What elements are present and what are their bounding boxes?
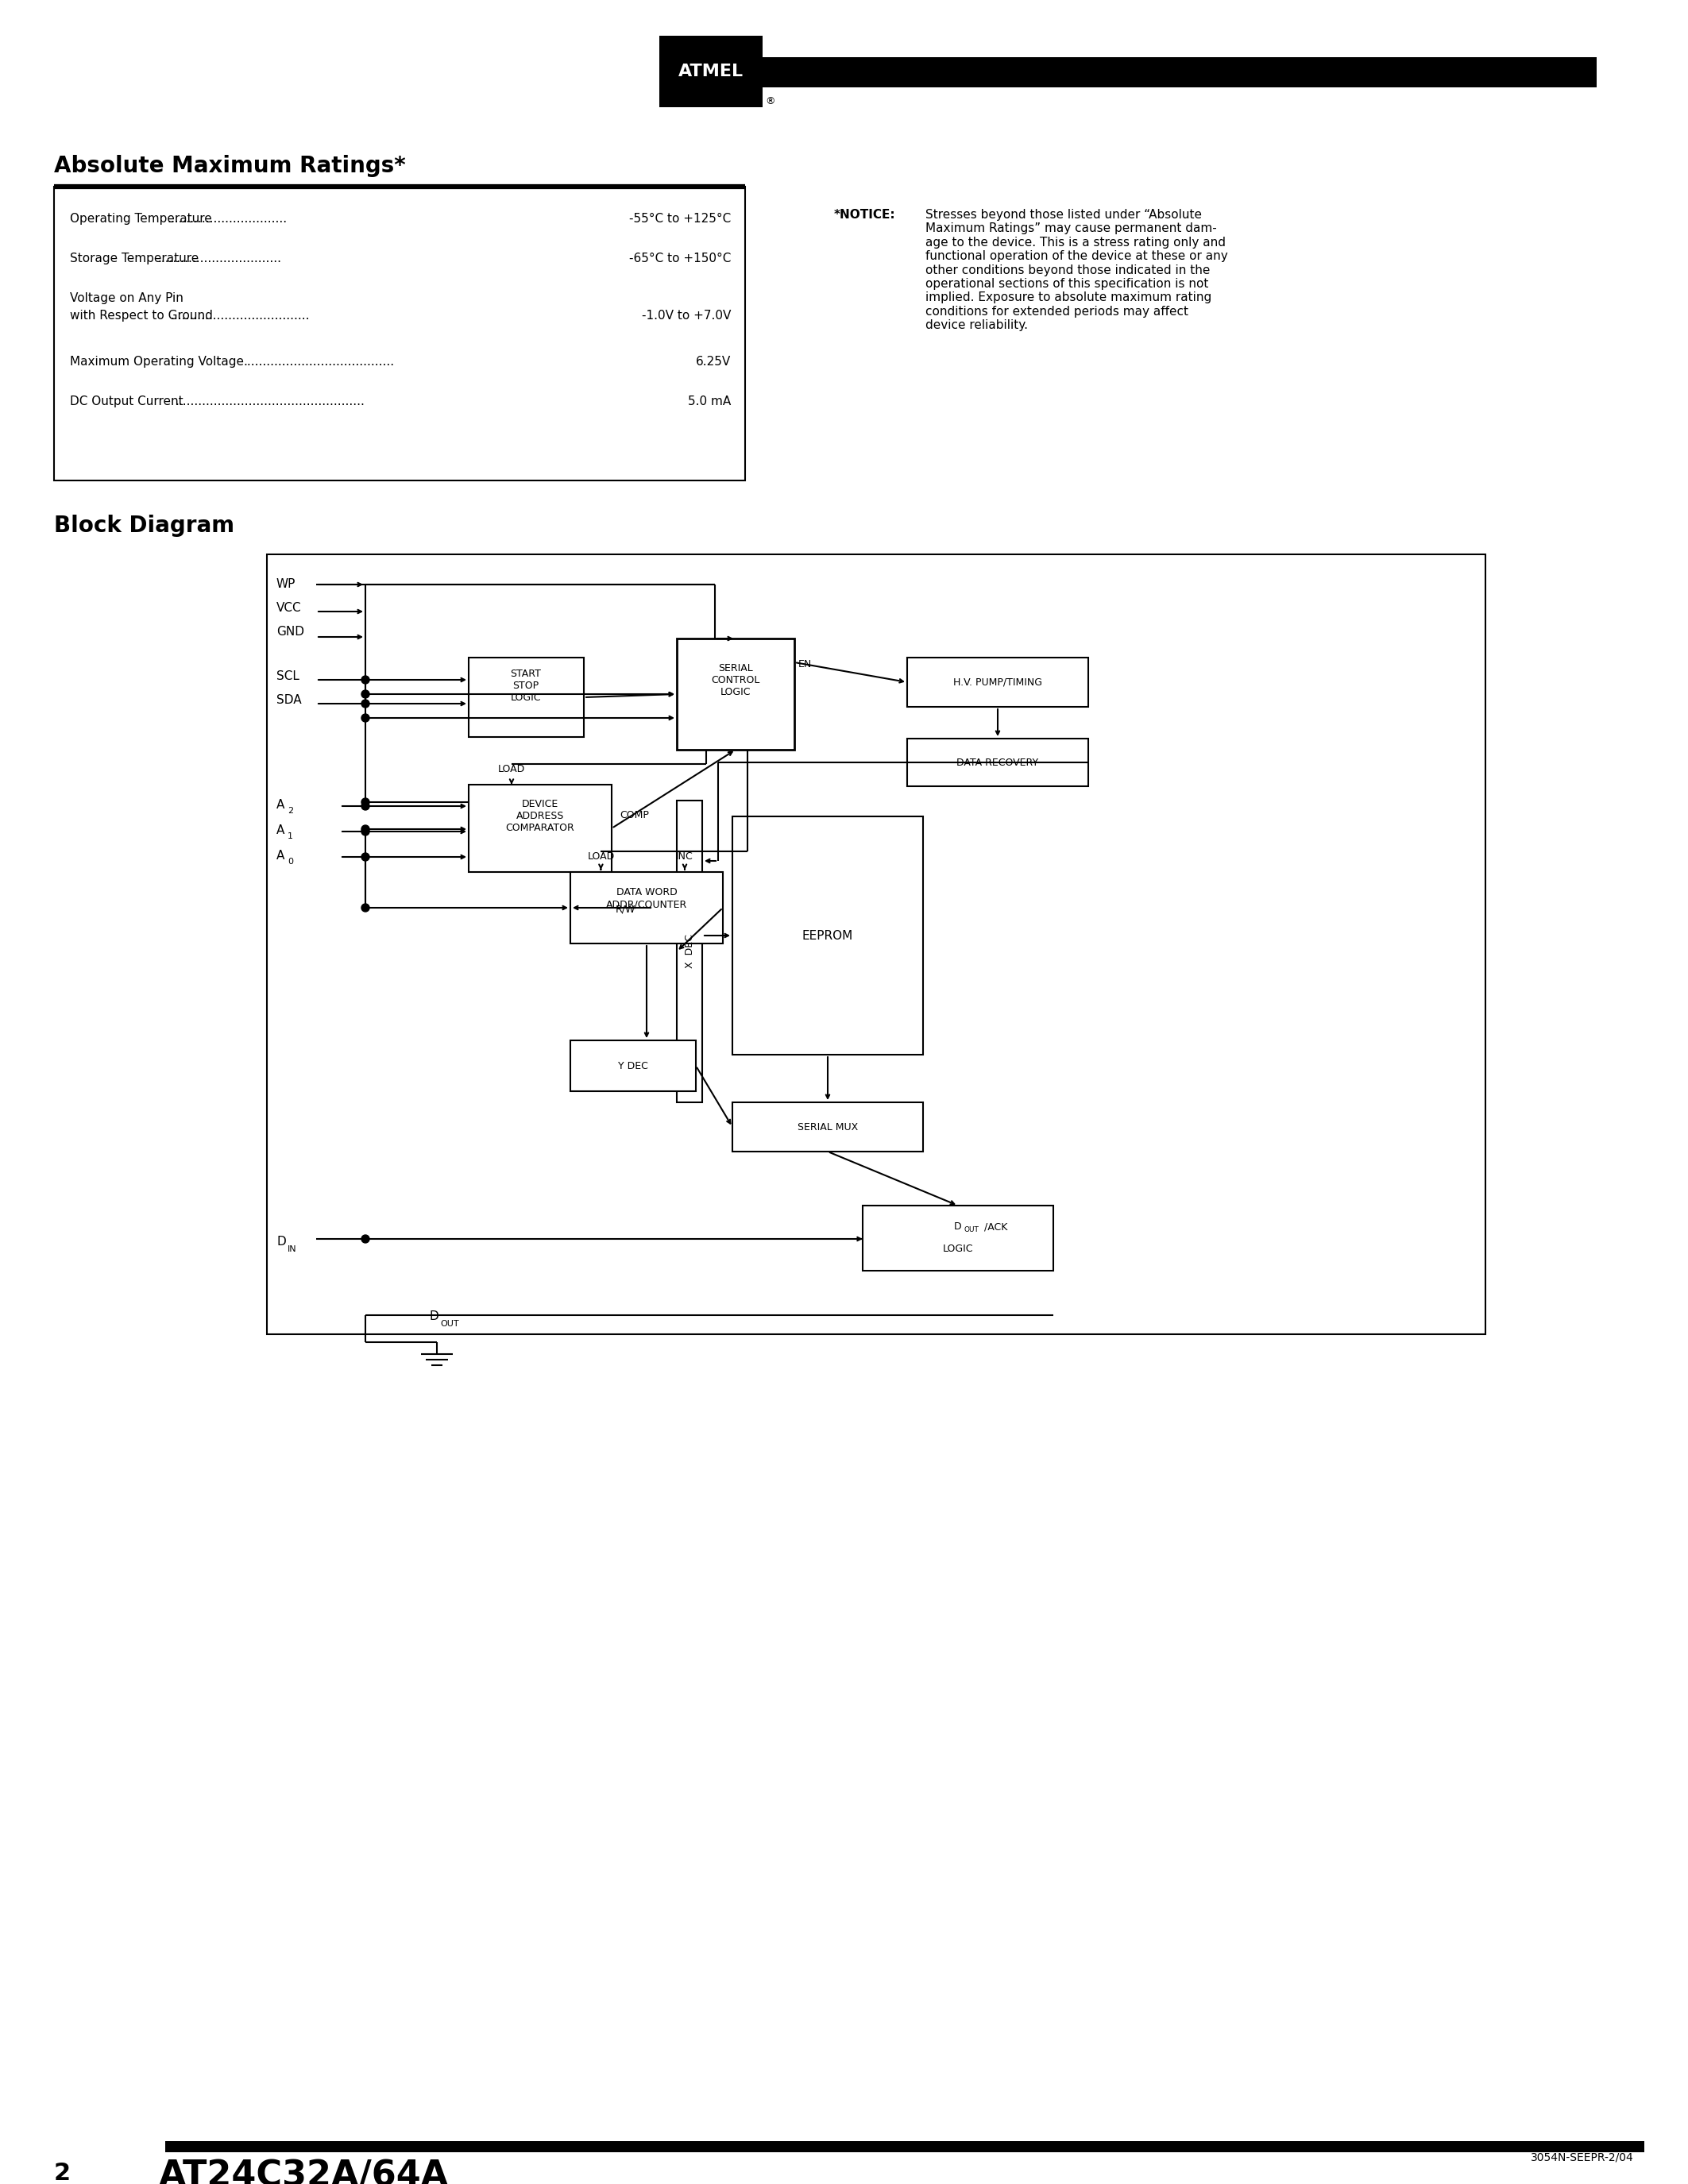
Text: DATA WORD
ADDR/COUNTER: DATA WORD ADDR/COUNTER <box>606 887 687 909</box>
Text: Stresses beyond those listed under “Absolute
Maximum Ratings” may cause permanen: Stresses beyond those listed under “Abso… <box>925 210 1227 332</box>
Text: START
STOP
LOGIC: START STOP LOGIC <box>510 668 542 703</box>
Bar <box>677 802 702 1103</box>
Circle shape <box>361 854 370 860</box>
Text: X  DEC: X DEC <box>684 935 695 968</box>
Text: Absolute Maximum Ratings*: Absolute Maximum Ratings* <box>54 155 405 177</box>
Bar <box>906 657 1089 708</box>
Text: VCC: VCC <box>277 603 302 614</box>
Circle shape <box>361 797 370 806</box>
Text: DATA RECOVERY: DATA RECOVERY <box>957 758 1038 767</box>
Text: LOAD: LOAD <box>498 764 525 775</box>
Bar <box>763 57 1597 87</box>
Bar <box>469 784 611 871</box>
Text: D: D <box>277 1236 285 1247</box>
Bar <box>571 871 722 943</box>
Text: COMP: COMP <box>619 810 648 821</box>
Text: INC: INC <box>677 852 694 863</box>
Text: 2: 2 <box>287 806 294 815</box>
Text: DEVICE
ADDRESS
COMPARATOR: DEVICE ADDRESS COMPARATOR <box>506 799 574 832</box>
Circle shape <box>361 699 370 708</box>
Text: ...............................: ............................... <box>167 212 287 225</box>
Text: /ACK: /ACK <box>984 1221 1008 1232</box>
Text: ®: ® <box>765 96 775 107</box>
Text: Block Diagram: Block Diagram <box>54 515 235 537</box>
Text: .................................................: ........................................… <box>176 395 365 408</box>
Text: IN: IN <box>287 1245 297 1254</box>
Text: 1: 1 <box>287 832 294 841</box>
Text: EN: EN <box>798 660 812 670</box>
Circle shape <box>361 904 370 911</box>
Text: Storage Temperature: Storage Temperature <box>69 253 199 264</box>
Bar <box>571 1040 695 1092</box>
Text: -65°C to +150°C: -65°C to +150°C <box>630 253 731 264</box>
Bar <box>165 2140 1644 2151</box>
Text: 0: 0 <box>287 858 294 865</box>
Bar <box>906 738 1089 786</box>
Bar <box>267 555 1485 1334</box>
Bar <box>469 657 584 736</box>
Bar <box>677 638 795 749</box>
Text: EEPROM: EEPROM <box>802 930 852 941</box>
Text: AT24C32A/64A: AT24C32A/64A <box>159 2158 449 2184</box>
Text: ................................: ................................ <box>157 253 282 264</box>
Text: Voltage on Any Pin: Voltage on Any Pin <box>69 293 184 304</box>
Bar <box>733 1103 923 1151</box>
Circle shape <box>361 828 370 836</box>
Text: with Respect to Ground: with Respect to Ground <box>69 310 213 321</box>
Text: 5.0 mA: 5.0 mA <box>687 395 731 408</box>
Text: Y DEC: Y DEC <box>618 1061 648 1070</box>
Text: OUT: OUT <box>964 1225 979 1234</box>
Circle shape <box>361 1234 370 1243</box>
Text: ....................................: .................................... <box>170 310 309 321</box>
Bar <box>733 817 923 1055</box>
Text: H.V. PUMP/TIMING: H.V. PUMP/TIMING <box>954 677 1041 688</box>
Bar <box>863 1206 1053 1271</box>
Text: SCL: SCL <box>277 670 299 681</box>
Text: D: D <box>429 1310 439 1321</box>
Circle shape <box>361 714 370 723</box>
Text: 2: 2 <box>54 2162 71 2184</box>
Text: 6.25V: 6.25V <box>695 356 731 367</box>
Text: R/W: R/W <box>616 904 636 915</box>
Circle shape <box>361 826 370 832</box>
Text: A: A <box>277 799 285 810</box>
Circle shape <box>361 675 370 684</box>
Text: -55°C to +125°C: -55°C to +125°C <box>630 212 731 225</box>
Text: WP: WP <box>277 579 295 590</box>
Text: SERIAL MUX: SERIAL MUX <box>797 1123 858 1131</box>
Text: LOAD: LOAD <box>587 852 614 863</box>
Text: SDA: SDA <box>277 695 302 705</box>
Text: LOGIC: LOGIC <box>942 1243 974 1254</box>
Text: A: A <box>277 850 285 863</box>
Text: ATMEL: ATMEL <box>679 63 743 79</box>
Text: Maximum Operating Voltage: Maximum Operating Voltage <box>69 356 243 367</box>
Circle shape <box>361 802 370 810</box>
Text: Operating Temperature: Operating Temperature <box>69 212 213 225</box>
Text: DC Output Current: DC Output Current <box>69 395 184 408</box>
Text: SERIAL
CONTROL
LOGIC: SERIAL CONTROL LOGIC <box>711 662 760 697</box>
Text: OUT: OUT <box>441 1319 459 1328</box>
Bar <box>660 35 763 107</box>
Text: *NOTICE:: *NOTICE: <box>834 210 896 221</box>
Text: -1.0V to +7.0V: -1.0V to +7.0V <box>641 310 731 321</box>
Bar <box>54 186 744 480</box>
Text: GND: GND <box>277 627 304 638</box>
Text: A: A <box>277 823 285 836</box>
Text: D: D <box>954 1221 962 1232</box>
Text: .......................................: ....................................... <box>243 356 393 367</box>
Circle shape <box>361 690 370 699</box>
Text: 3054N-SEEPR-2/04: 3054N-SEEPR-2/04 <box>1531 2151 1634 2164</box>
